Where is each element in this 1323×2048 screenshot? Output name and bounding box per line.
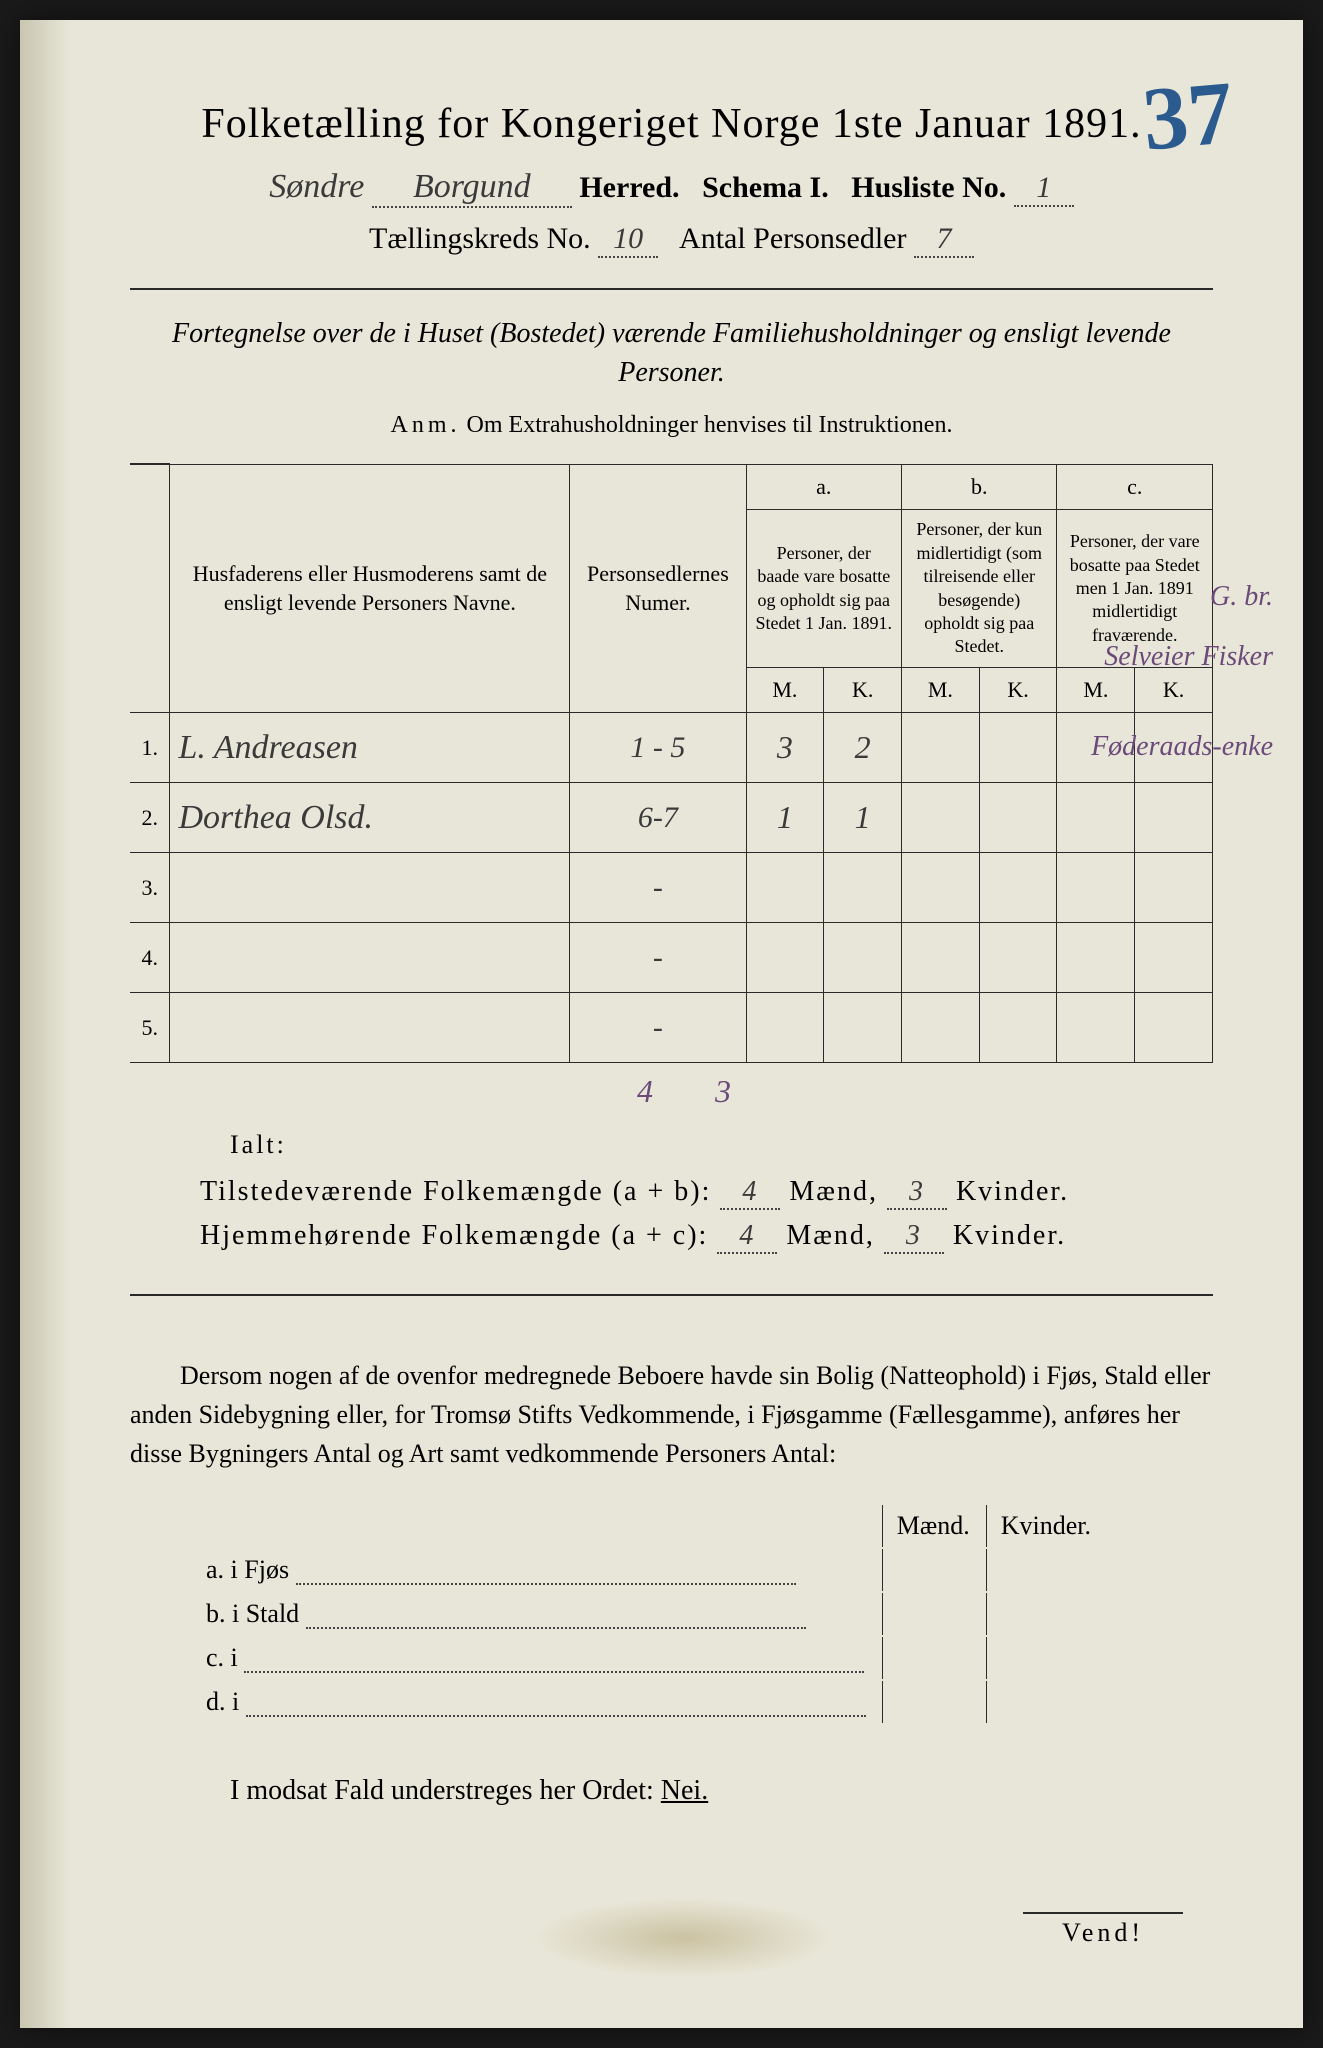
total-am: 4 [610, 1073, 680, 1110]
col-a-text: Personer, der baade vare bosatte og opho… [746, 510, 901, 667]
anm-text: Om Extrahusholdninger henvises til Instr… [467, 412, 953, 438]
row-number: 2. [130, 783, 170, 853]
sedler-range: - [570, 853, 746, 923]
kreds-value: 10 [598, 222, 658, 258]
col-a-k: K. [824, 667, 902, 713]
sub-row-b: b. i Stald [192, 1593, 880, 1635]
col-b-k: K. [979, 667, 1057, 713]
divider [130, 288, 1213, 290]
paper-stain [533, 1898, 833, 1978]
herred-prefix: Søndre [269, 168, 364, 205]
page-number-annotation: 37 [1139, 61, 1238, 171]
col-c-k: K. [1135, 667, 1213, 713]
sum2-k: 3 [884, 1220, 944, 1254]
antal-label: Antal Personsedler [679, 222, 906, 255]
subtitle: Fortegnelse over de i Huset (Bostedet) v… [130, 314, 1213, 392]
col-b-m: M. [902, 667, 980, 713]
building-paragraph: Dersom nogen af de ovenfor medregnede Be… [130, 1356, 1213, 1473]
husliste-value: 1 [1014, 171, 1074, 207]
margin-note: Selveier Fisker [1104, 640, 1273, 674]
herred-label: Herred. [579, 171, 679, 204]
sub-kvinder: Kvinder. [986, 1505, 1105, 1547]
table-row: 4. - [130, 923, 1213, 993]
row-number: 5. [130, 993, 170, 1063]
sub-row-c: c. i [192, 1637, 880, 1679]
row-number: 4. [130, 923, 170, 993]
anm-lead: Anm. [391, 412, 461, 438]
herred-value: Borgund [372, 168, 572, 208]
anm-line: Anm. Om Extrahusholdninger henvises til … [130, 412, 1213, 439]
sedler-range: 1 - 5 [570, 713, 746, 783]
margin-note: Føderaads-enke [1091, 730, 1273, 764]
a-maend: 1 [746, 783, 824, 853]
margin-note-header: G. br. [1210, 580, 1273, 614]
column-totals: 4 3 [610, 1073, 1213, 1110]
a-kvinder [824, 993, 902, 1063]
sub-row-d: d. i [192, 1681, 880, 1723]
col-b-label: b. [902, 464, 1057, 510]
sedler-range: 6-7 [570, 783, 746, 853]
person-name [170, 923, 570, 993]
a-maend [746, 993, 824, 1063]
table-row: 3. - [130, 853, 1213, 923]
a-kvinder [824, 923, 902, 993]
table-row: 1.L. Andreasen1 - 532 [130, 713, 1213, 783]
census-form-page: 37 Folketælling for Kongeriget Norge 1st… [20, 20, 1303, 2028]
divider-2 [130, 1294, 1213, 1296]
a-maend [746, 923, 824, 993]
sub-maend: Mænd. [882, 1505, 984, 1547]
form-title: Folketælling for Kongeriget Norge 1ste J… [130, 100, 1213, 148]
col-a-m: M. [746, 667, 824, 713]
schema-label: Schema I. [702, 171, 829, 204]
col-sedler: Personsedlernes Numer. [570, 464, 746, 713]
ialt-label: Ialt: [230, 1130, 1213, 1160]
a-kvinder: 1 [824, 783, 902, 853]
sum2-m: 4 [717, 1220, 777, 1254]
sum1-m: 4 [720, 1176, 780, 1210]
col-c-label: c. [1057, 464, 1213, 510]
summary-line-1: Tilstedeværende Folkemængde (a + b): 4 M… [200, 1176, 1213, 1210]
total-ak: 3 [688, 1073, 758, 1110]
header-line-2: Tællingskreds No. 10 Antal Personsedler … [130, 222, 1213, 258]
header-line-1: Søndre Borgund Herred. Schema I. Huslist… [130, 168, 1213, 208]
col-c-m: M. [1057, 667, 1135, 713]
main-table: Husfaderens eller Husmoderens samt de en… [130, 463, 1213, 1063]
summary-line-2: Hjemmehørende Folkemængde (a + c): 4 Mæn… [200, 1220, 1213, 1254]
person-name: Dorthea Olsd. [170, 783, 570, 853]
table-row: 5. - [130, 993, 1213, 1063]
row-number: 1. [130, 713, 170, 783]
antal-value: 7 [914, 222, 974, 258]
sum1-k: 3 [887, 1176, 947, 1210]
col-names: Husfaderens eller Husmoderens samt de en… [170, 464, 570, 713]
a-maend [746, 853, 824, 923]
kreds-label: Tællingskreds No. [369, 222, 591, 255]
a-maend: 3 [746, 713, 824, 783]
building-table: Mænd. Kvinder. a. i Fjøs b. i Stald c. i… [190, 1503, 1107, 1725]
person-name [170, 853, 570, 923]
col-b-text: Personer, der kun midlertidigt (som tilr… [902, 510, 1057, 667]
sub-row-a: a. i Fjøs [192, 1549, 880, 1591]
row-number: 3. [130, 853, 170, 923]
nei-word: Nei. [661, 1775, 708, 1806]
person-name [170, 993, 570, 1063]
vend-label: Vend! [1023, 1912, 1183, 1948]
person-name: L. Andreasen [170, 713, 570, 783]
table-row: 2.Dorthea Olsd.6-711 [130, 783, 1213, 853]
sedler-range: - [570, 923, 746, 993]
sedler-range: - [570, 993, 746, 1063]
nei-line: I modsat Fald understreges her Ordet: Ne… [230, 1775, 1213, 1807]
col-a-label: a. [746, 464, 901, 510]
a-kvinder [824, 853, 902, 923]
a-kvinder: 2 [824, 713, 902, 783]
husliste-label: Husliste No. [851, 171, 1006, 204]
